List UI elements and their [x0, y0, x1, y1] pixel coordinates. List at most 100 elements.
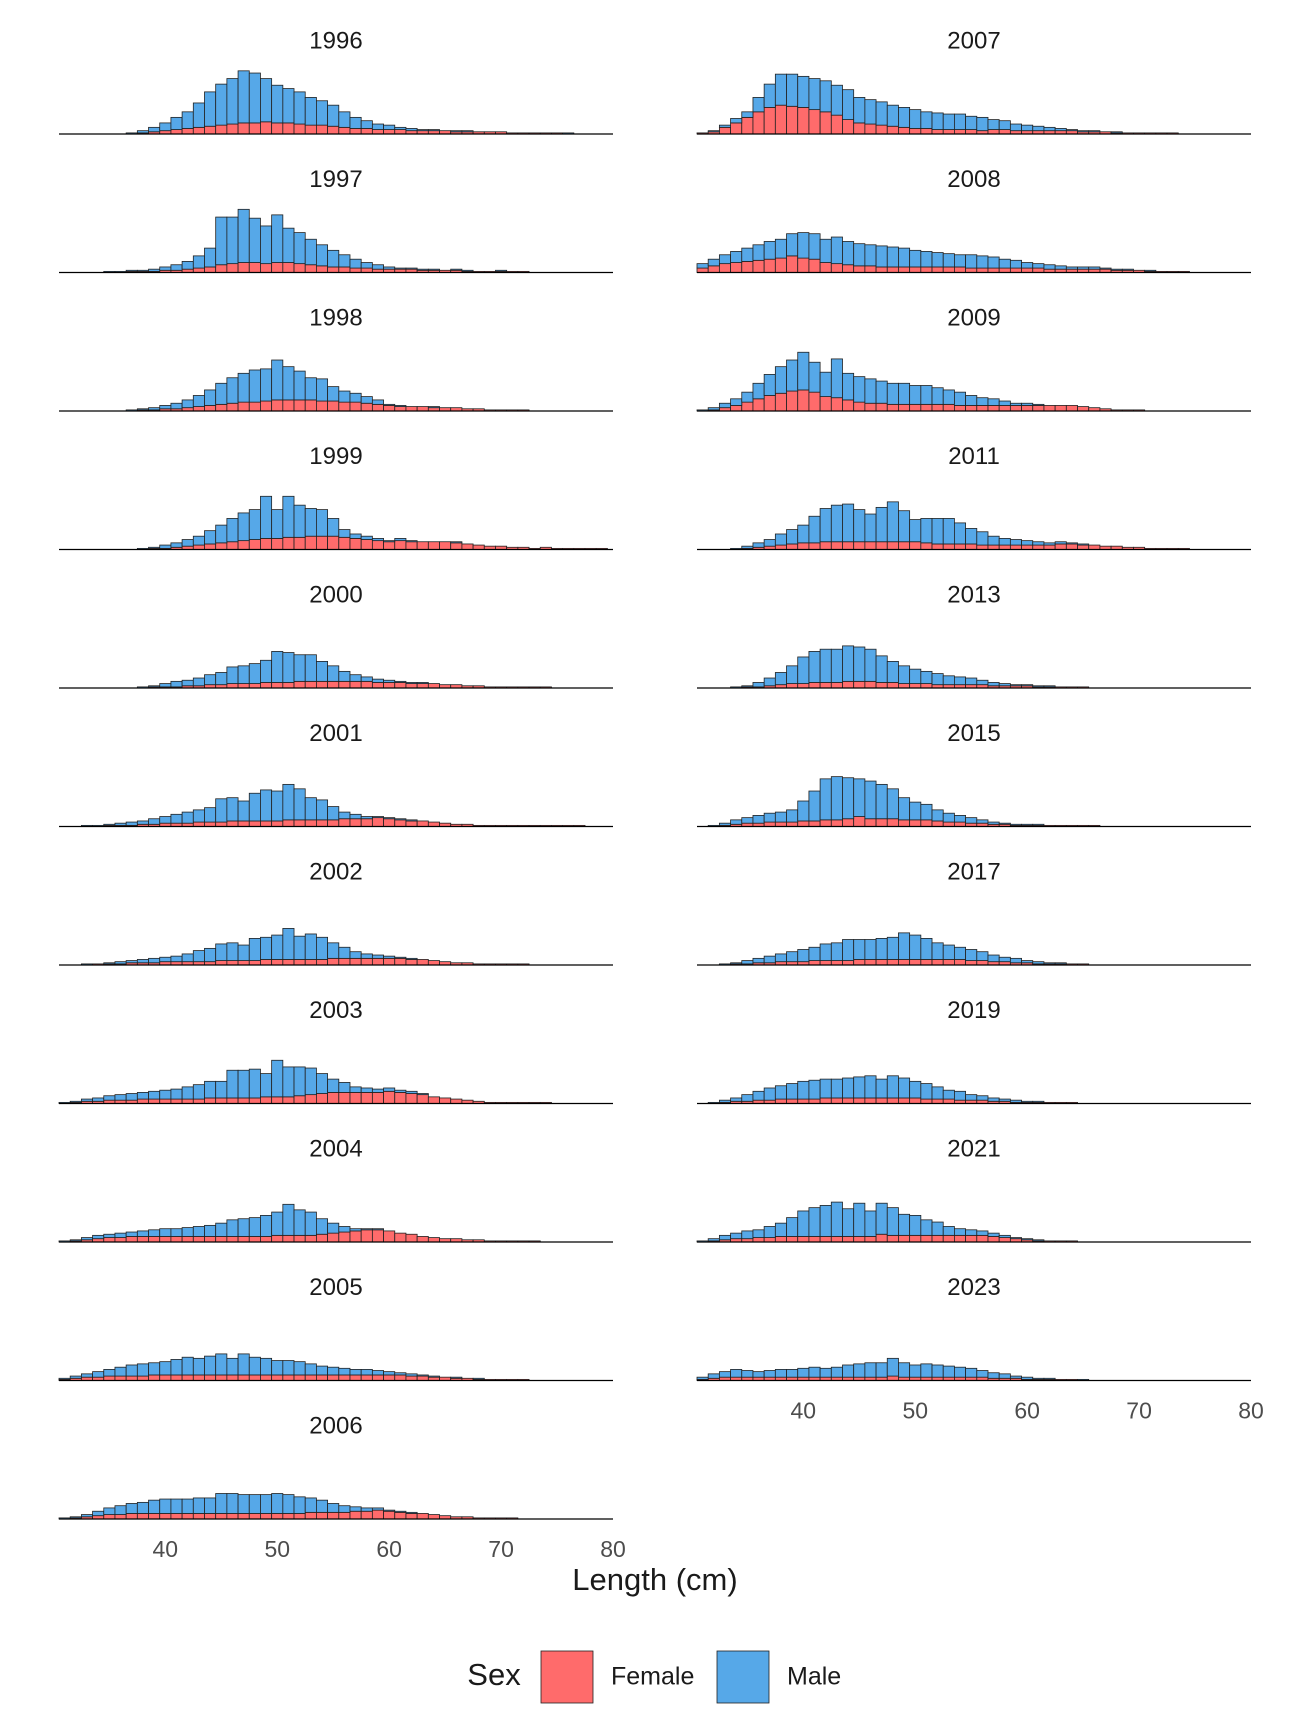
- bar: [383, 129, 396, 135]
- bar: [741, 817, 754, 824]
- bar: [383, 266, 396, 270]
- bar: [942, 253, 955, 268]
- bar: [898, 819, 911, 827]
- bar: [954, 266, 967, 273]
- panel-title: 1999: [309, 443, 362, 470]
- bar: [898, 247, 911, 268]
- bar: [1032, 961, 1045, 965]
- bar: [293, 1234, 306, 1243]
- bar: [942, 543, 955, 550]
- bar: [965, 1229, 978, 1236]
- bar: [349, 401, 362, 412]
- bar: [808, 820, 821, 827]
- bar: [405, 267, 418, 270]
- bar: [954, 522, 967, 545]
- bar: [875, 1078, 888, 1099]
- bar: [181, 1498, 194, 1514]
- bar: [405, 682, 418, 684]
- bar: [181, 1513, 194, 1520]
- bar: [808, 682, 821, 689]
- bar: [304, 508, 317, 537]
- bar: [774, 392, 787, 412]
- bar: [260, 1215, 273, 1237]
- bar: [215, 1513, 228, 1520]
- bar: [394, 1372, 407, 1376]
- bar: [349, 1510, 362, 1520]
- bar: [69, 1375, 82, 1379]
- panel-title: 2003: [309, 997, 362, 1024]
- bar: [998, 129, 1011, 135]
- bar: [226, 263, 239, 273]
- bar: [181, 261, 194, 270]
- bar: [730, 118, 743, 124]
- bar: [718, 126, 731, 135]
- bar: [159, 1228, 172, 1237]
- bar: [730, 251, 743, 263]
- bar: [774, 104, 787, 135]
- bar: [226, 216, 239, 265]
- bar: [797, 257, 810, 273]
- bar: [360, 953, 373, 959]
- bar: [987, 119, 1000, 130]
- bar: [215, 524, 228, 544]
- bar: [170, 542, 183, 548]
- bar: [853, 376, 866, 403]
- bar: [114, 1094, 127, 1101]
- bar: [752, 1090, 765, 1101]
- bar: [327, 806, 340, 821]
- bar: [316, 1499, 329, 1513]
- bar: [282, 1494, 295, 1514]
- bar: [1009, 823, 1022, 826]
- bar: [898, 932, 911, 960]
- bar: [954, 1228, 967, 1236]
- bar: [282, 1096, 295, 1104]
- bar: [427, 821, 440, 827]
- bar: [763, 241, 776, 260]
- bar: [875, 783, 888, 820]
- bar: [898, 1234, 911, 1243]
- bar: [707, 407, 720, 411]
- bar: [360, 1510, 373, 1520]
- bar: [260, 1513, 273, 1520]
- bar: [80, 1514, 93, 1518]
- bar: [125, 1231, 138, 1237]
- bar: [271, 1059, 284, 1098]
- bar: [752, 957, 765, 964]
- bar: [842, 264, 855, 273]
- bar: [875, 124, 888, 135]
- bar: [394, 957, 407, 966]
- bar: [58, 1377, 71, 1380]
- bar: [405, 1090, 418, 1094]
- bar: [293, 263, 306, 273]
- bar: [316, 1374, 329, 1381]
- bar: [394, 1089, 407, 1093]
- bar: [1032, 541, 1045, 546]
- bar: [864, 244, 877, 267]
- bar: [304, 1234, 317, 1243]
- bar: [920, 670, 933, 684]
- bar: [819, 960, 832, 966]
- bar: [170, 129, 183, 135]
- bar: [260, 1494, 273, 1514]
- bar: [204, 247, 217, 268]
- bar: [260, 400, 273, 412]
- bar: [148, 1236, 161, 1243]
- bar: [316, 819, 329, 827]
- bar: [808, 1236, 821, 1243]
- bar: [819, 111, 832, 135]
- bar: [383, 1510, 396, 1520]
- bar: [909, 266, 922, 273]
- bar: [987, 129, 1000, 135]
- bar: [80, 1373, 93, 1378]
- bar: [192, 544, 205, 550]
- bar: [327, 125, 340, 135]
- bar: [181, 953, 194, 963]
- bar: [853, 243, 866, 267]
- bar: [842, 372, 855, 401]
- bar: [987, 398, 1000, 406]
- bar: [875, 101, 888, 126]
- bar: [909, 249, 922, 268]
- panel-title: 2007: [947, 27, 1000, 54]
- bar: [148, 1374, 161, 1381]
- bar: [271, 790, 284, 822]
